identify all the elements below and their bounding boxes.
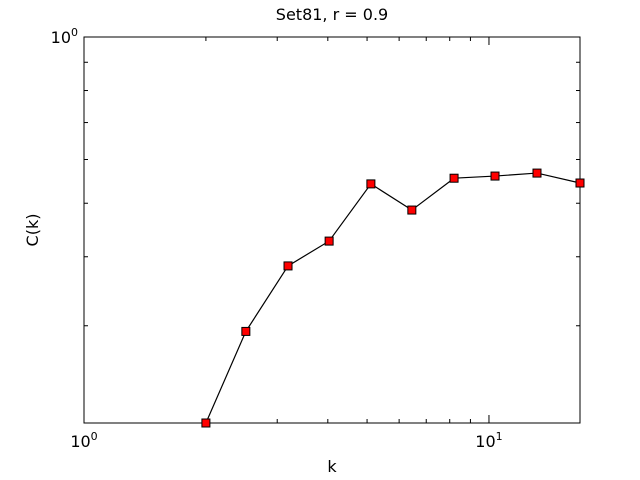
marker (241, 326, 251, 336)
marker (201, 418, 211, 428)
marker (532, 168, 542, 178)
marker (366, 179, 376, 189)
marker (324, 236, 334, 246)
x-axis-label: k (327, 457, 337, 476)
marker (407, 205, 417, 215)
marker (283, 261, 293, 271)
marker (575, 178, 585, 188)
chart-title: Set81, r = 0.9 (276, 5, 388, 24)
series-line (205, 172, 581, 424)
plot-frame (83, 36, 581, 424)
y-axis-label: C(k) (23, 214, 42, 247)
marker (449, 173, 459, 183)
marker (490, 171, 500, 181)
